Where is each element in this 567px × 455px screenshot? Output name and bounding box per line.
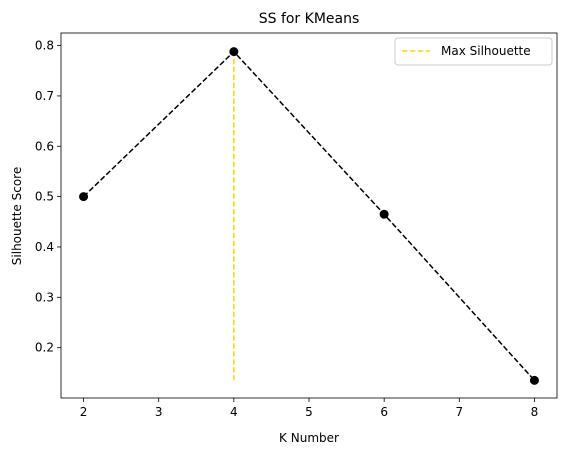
- y-tick-label: 0.4: [35, 240, 54, 254]
- series-layer: [79, 47, 539, 385]
- x-tick-label: 6: [380, 405, 388, 419]
- y-tick-label: 0.3: [35, 290, 54, 304]
- x-tick-label: 8: [531, 405, 539, 419]
- data-point-marker: [379, 209, 389, 219]
- y-tick-label: 0.5: [35, 190, 54, 204]
- legend-box: [394, 37, 553, 66]
- x-tick-label: 3: [155, 405, 163, 419]
- x-axis-ticks: 2 3 4 5 6 7 8: [80, 398, 539, 419]
- data-point-marker: [79, 192, 89, 202]
- data-point-marker: [529, 375, 539, 385]
- y-tick-label: 0.2: [35, 341, 54, 355]
- x-tick-label: 7: [455, 405, 463, 419]
- legend: Max Silhouette: [394, 37, 553, 66]
- y-tick-label: 0.8: [35, 39, 54, 53]
- y-axis-ticks: 0.2 0.3 0.4 0.5 0.6 0.7 0.8: [35, 39, 61, 355]
- x-tick-label: 4: [230, 405, 238, 419]
- plot-area: [60, 32, 558, 399]
- x-tick-label: 2: [80, 405, 88, 419]
- y-tick-label: 0.6: [35, 139, 54, 153]
- legend-label-max-silhouette: Max Silhouette: [441, 44, 531, 58]
- chart-title: SS for KMeans: [259, 11, 360, 27]
- y-axis-label: Silhouette Score: [10, 167, 24, 265]
- x-axis-label: K Number: [279, 431, 339, 445]
- y-tick-label: 0.7: [35, 89, 54, 103]
- data-point-marker: [229, 47, 239, 57]
- silhouette-score-line: [83, 50, 536, 381]
- x-tick-label: 5: [305, 405, 313, 419]
